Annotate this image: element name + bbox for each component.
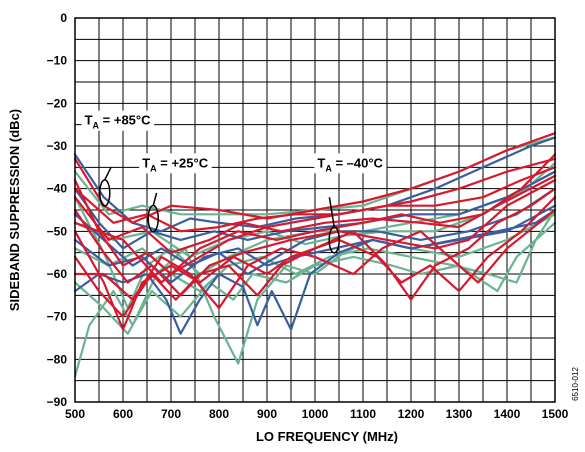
y-axis-title: SIDEBAND SUPPRESSION (dBc) bbox=[7, 109, 22, 311]
y-tick-label: −40 bbox=[47, 182, 68, 196]
x-tick-label: 1000 bbox=[302, 407, 329, 421]
y-tick-label: −10 bbox=[47, 54, 68, 68]
annotation-leader bbox=[104, 167, 112, 181]
annotation-label-bg bbox=[139, 153, 212, 174]
y-tick-label: −20 bbox=[47, 96, 68, 110]
series-line-hot bbox=[73, 187, 557, 318]
y-tick-label: 0 bbox=[60, 11, 67, 25]
annotation-room: TA = +25°C bbox=[139, 153, 212, 233]
x-tick-label: 1200 bbox=[398, 407, 425, 421]
annotation-label: TA = –40°C bbox=[317, 155, 383, 173]
series-line-hot bbox=[73, 153, 557, 284]
annotation-label-bg bbox=[314, 153, 387, 174]
series-lines bbox=[73, 132, 557, 378]
y-tick-label: −70 bbox=[47, 310, 68, 324]
figure-id: 6510-012 bbox=[571, 367, 580, 401]
annotation-leader bbox=[152, 192, 158, 206]
series-line-hot bbox=[73, 208, 557, 310]
plot-frame bbox=[74, 17, 556, 403]
x-tick-label: 600 bbox=[113, 407, 133, 421]
x-tick-label: 1500 bbox=[542, 407, 569, 421]
annotation-label-bg bbox=[81, 110, 155, 131]
y-tick-label: −50 bbox=[47, 224, 68, 238]
y-tick-label: −90 bbox=[47, 395, 68, 409]
x-tick-label: 800 bbox=[209, 407, 229, 421]
x-tick-label: 1300 bbox=[446, 407, 473, 421]
series-line-cold bbox=[73, 136, 557, 233]
x-tick-label: 500 bbox=[65, 407, 85, 421]
series-line-hot bbox=[73, 174, 557, 254]
y-tick-label: −60 bbox=[47, 267, 68, 281]
series-line-hot bbox=[73, 166, 557, 233]
annotation-hot: TA = +85°C bbox=[81, 110, 155, 207]
annotation-label: TA = +85°C bbox=[85, 113, 152, 131]
y-tick-label: −80 bbox=[47, 352, 68, 366]
series-line-room bbox=[73, 221, 557, 335]
series-line-hot bbox=[73, 179, 557, 297]
x-tick-label: 900 bbox=[257, 407, 277, 421]
temperature-annotations: TA = +85°C TA = +25°C TA = –40°C bbox=[81, 110, 387, 254]
annotation-cold: TA = –40°C bbox=[314, 153, 387, 254]
x-tick-label: 700 bbox=[161, 407, 181, 421]
annotation-label: TA = +25°C bbox=[142, 155, 209, 173]
x-tick-label: 1100 bbox=[350, 407, 376, 421]
x-tick-label: 1400 bbox=[494, 407, 521, 421]
annotation-leader bbox=[328, 197, 335, 227]
tick-labels: 500 600 700 800 900 1000 1100 1200 1300 1400 1500 0… bbox=[47, 11, 569, 421]
x-axis-title: LO FREQUENCY (MHz) bbox=[256, 429, 398, 444]
y-tick-label: −30 bbox=[47, 139, 68, 153]
series-line-room bbox=[73, 170, 557, 310]
